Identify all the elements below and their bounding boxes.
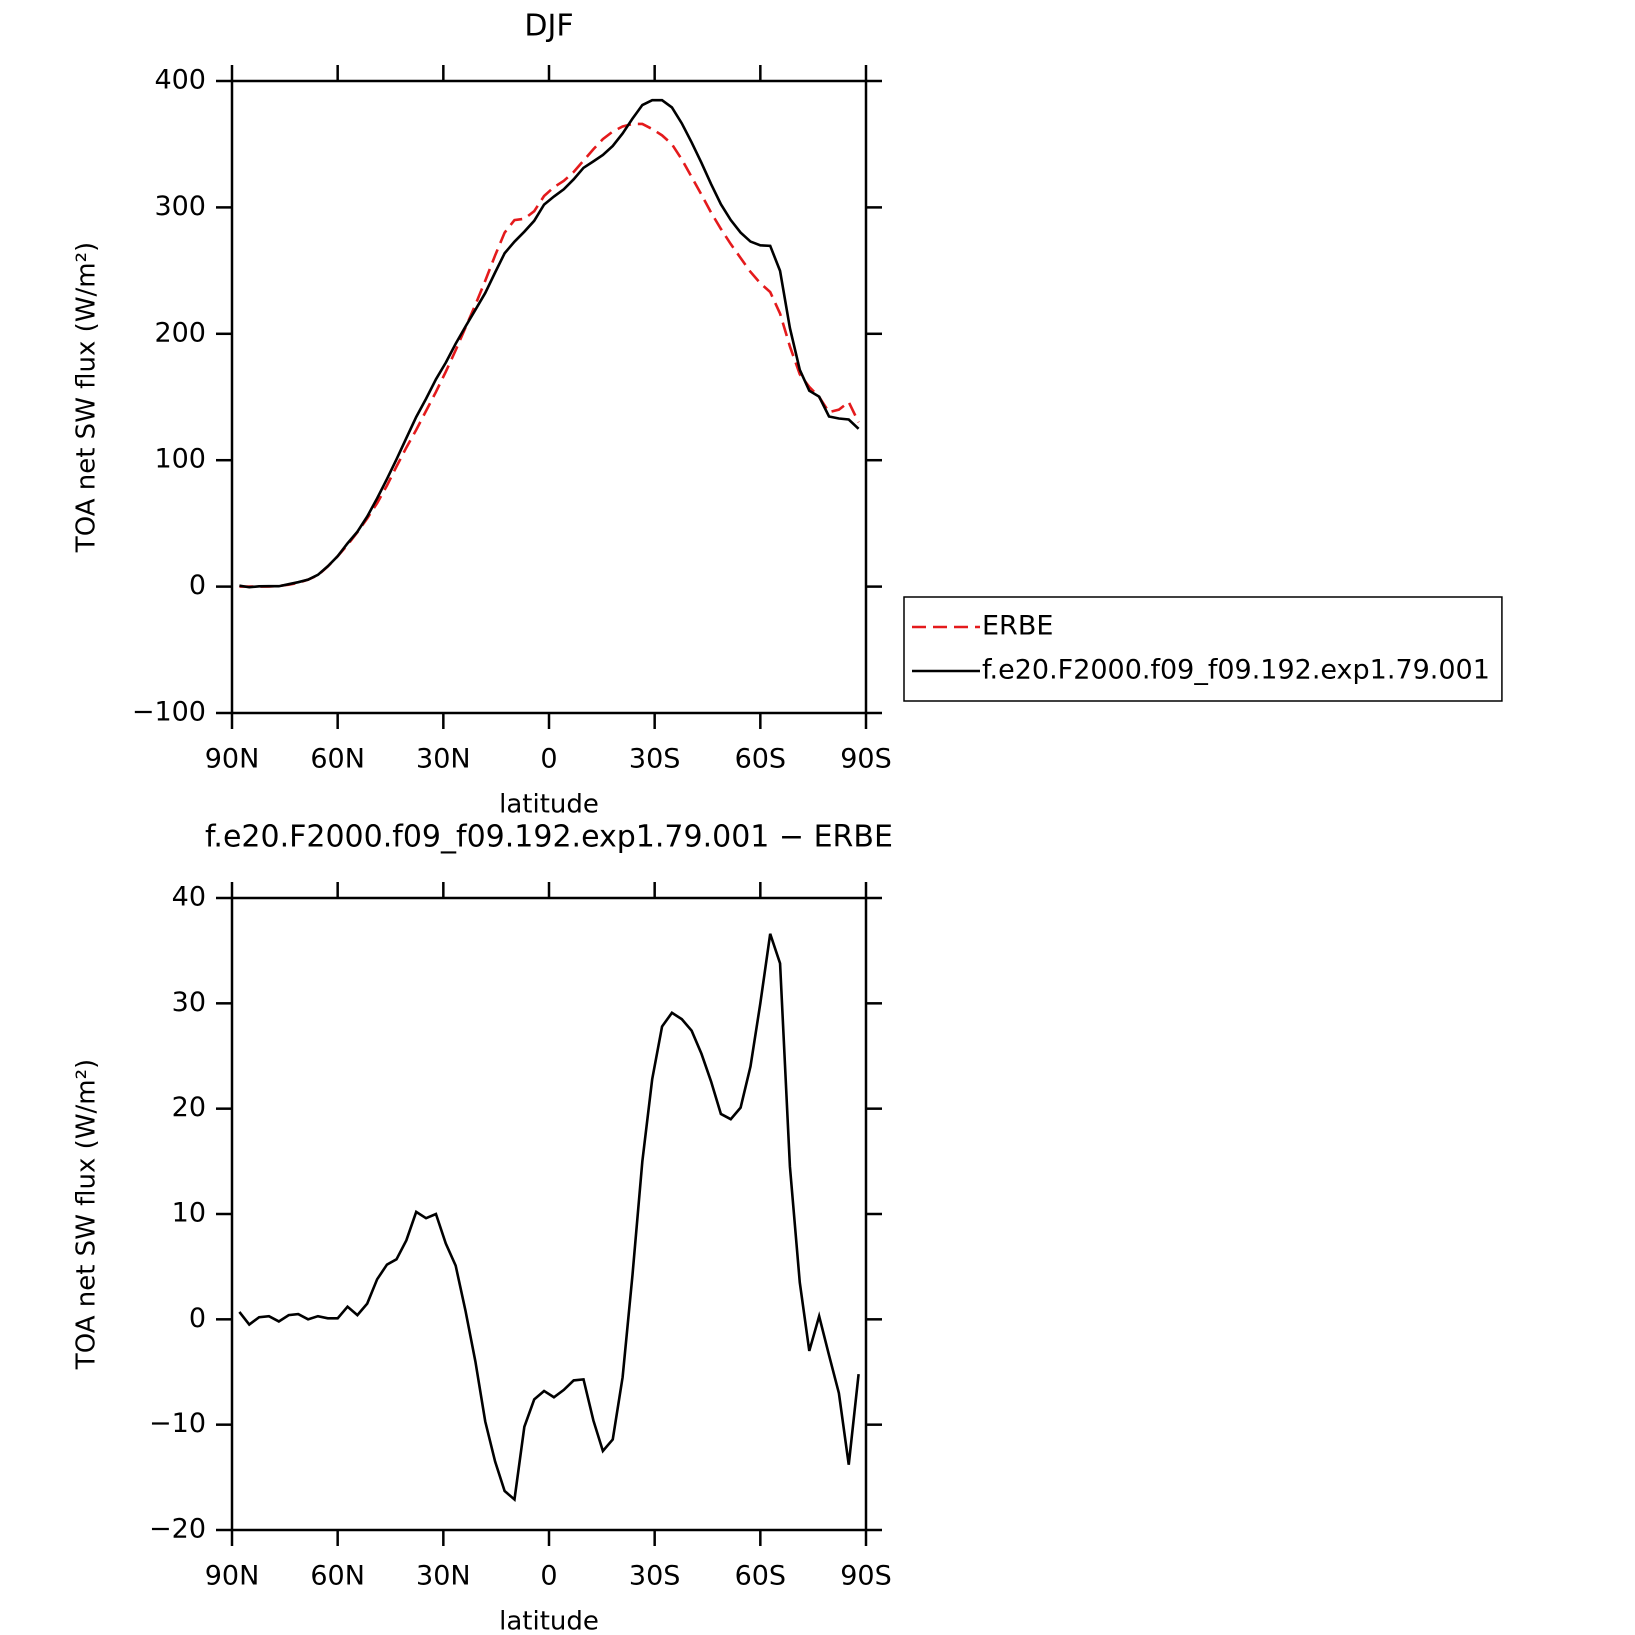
x-tick-label: 90N	[205, 1561, 260, 1592]
chart-title: f.e20.F2000.f09_f09.192.exp1.79.001 − ER…	[205, 820, 893, 855]
x-tick-label: 30S	[629, 744, 681, 775]
y-tick-label: −10	[149, 1408, 206, 1439]
legend-box	[903, 596, 1503, 702]
legend-label: ERBE	[982, 611, 1053, 642]
x-tick-label: 90S	[840, 1561, 892, 1592]
x-tick-label: 30N	[416, 744, 471, 775]
x-tick-label: 60N	[310, 744, 365, 775]
chart-title: DJF	[524, 9, 573, 44]
y-axis-label: TOA net SW flux (W/m²)	[72, 242, 102, 553]
y-axis-label: TOA net SW flux (W/m²)	[72, 1059, 102, 1370]
y-tick-label: 30	[172, 987, 206, 1018]
x-axis-label: latitude	[499, 1607, 599, 1635]
y-tick-label: 0	[189, 570, 206, 601]
x-axis-label: latitude	[499, 790, 599, 820]
y-tick-label: 200	[154, 317, 206, 348]
y-tick-label: 300	[154, 191, 206, 222]
x-tick-label: 0	[540, 1561, 557, 1592]
data-line	[239, 98, 860, 589]
x-tick-label: 60S	[735, 744, 787, 775]
legend-label: f.e20.F2000.f09_f09.192.exp1.79.001	[982, 655, 1490, 686]
x-tick-label: 60N	[310, 1561, 365, 1592]
plot-frame	[230, 896, 868, 1532]
data-line	[238, 933, 860, 1502]
x-tick-label: 90S	[840, 744, 892, 775]
y-tick-label: 100	[154, 444, 206, 475]
y-tick-label: 40	[172, 882, 206, 913]
y-tick-label: 400	[154, 65, 206, 96]
x-tick-label: 30N	[416, 1561, 471, 1592]
x-tick-label: 0	[540, 744, 557, 775]
x-tick-label: 60S	[735, 1561, 787, 1592]
x-tick-label: 30S	[629, 1561, 681, 1592]
y-tick-label: 10	[172, 1198, 206, 1229]
plot-frame	[230, 79, 868, 715]
y-tick-label: −100	[132, 697, 206, 728]
y-tick-label: 0	[189, 1303, 206, 1334]
y-tick-label: 20	[172, 1092, 206, 1123]
data-line	[239, 122, 860, 588]
x-tick-label: 90N	[205, 744, 260, 775]
y-tick-label: −20	[149, 1514, 206, 1545]
